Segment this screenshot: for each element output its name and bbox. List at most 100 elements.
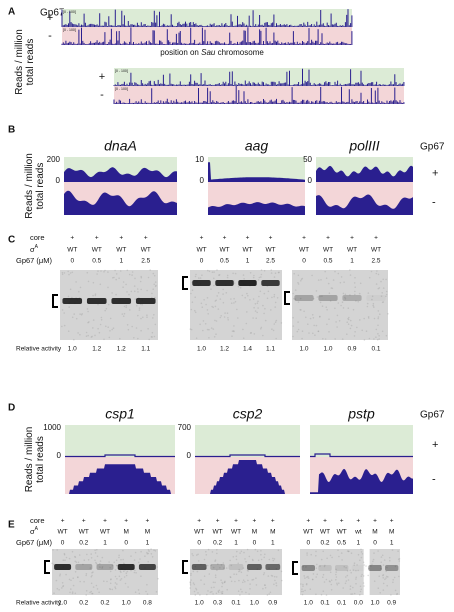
- lane-label: +: [146, 518, 150, 525]
- gel-noise: [154, 296, 156, 299]
- gel-noise: [338, 320, 341, 322]
- gel-noise: [273, 575, 276, 578]
- gel-noise: [241, 294, 244, 297]
- gel-noise: [92, 281, 95, 284]
- gel-noise: [208, 337, 210, 339]
- gel-noise: [271, 296, 273, 299]
- gel-noise: [312, 297, 315, 300]
- gel-band: [135, 298, 156, 304]
- gel-noise: [107, 271, 109, 273]
- gel-noise: [280, 322, 283, 324]
- lane-label: WT: [320, 529, 330, 536]
- activity-value: 1.0: [250, 600, 259, 607]
- gel-noise: [397, 558, 400, 561]
- gel-noise: [69, 288, 72, 291]
- gel-noise: [95, 563, 98, 565]
- gel-noise: [127, 586, 129, 588]
- gel-noise: [108, 561, 110, 563]
- gel-noise: [211, 551, 214, 553]
- lane-label: 1: [146, 540, 150, 547]
- gel-noise: [91, 574, 93, 577]
- gel-noise: [377, 324, 379, 327]
- row-label-part: A: [35, 526, 39, 532]
- gel-noise: [382, 301, 385, 303]
- gel-noise: [221, 581, 223, 584]
- gel-noise: [235, 573, 238, 576]
- gel-noise: [360, 588, 363, 591]
- gel-noise: [368, 337, 371, 340]
- gel-noise: [297, 274, 300, 277]
- gel-noise: [380, 561, 383, 563]
- gel-noise: [356, 564, 358, 566]
- gel-noise: [214, 305, 217, 308]
- gel-noise: [372, 558, 375, 561]
- gel-noise: [353, 564, 356, 566]
- gel-noise: [377, 310, 380, 312]
- gp67-label: Gp67: [40, 8, 65, 19]
- gel-noise: [108, 336, 111, 339]
- gel-noise: [139, 280, 142, 283]
- gel-noise: [77, 576, 79, 579]
- gel-noise: [97, 327, 99, 330]
- gel-noise: [153, 314, 155, 316]
- gel-noise: [200, 579, 202, 581]
- gene-name: csp2: [233, 406, 263, 422]
- gel-noise: [322, 576, 324, 578]
- gel-noise: [358, 292, 361, 295]
- gel-noise: [234, 300, 237, 303]
- gel-noise: [301, 588, 303, 590]
- gel-noise: [312, 578, 314, 581]
- gel-noise: [252, 276, 255, 279]
- gel-noise: [136, 304, 138, 307]
- gel-noise: [68, 273, 70, 276]
- gel-noise: [133, 285, 136, 287]
- gel-noise: [109, 570, 112, 573]
- gel-noise: [336, 326, 338, 328]
- gel-noise: [118, 556, 120, 559]
- activity-value: 0.9: [347, 346, 356, 353]
- coverage-area: [208, 162, 305, 182]
- gel-noise: [372, 560, 374, 563]
- gel-noise: [78, 554, 81, 556]
- gel-noise: [375, 283, 378, 285]
- gel-noise: [207, 313, 209, 315]
- coverage-line: [195, 454, 300, 458]
- gel-noise: [86, 553, 88, 556]
- gel-noise: [210, 288, 212, 290]
- gel-noise: [212, 581, 215, 584]
- gel-noise: [315, 290, 318, 292]
- gel-noise: [385, 278, 387, 281]
- gel-noise: [71, 316, 74, 319]
- gel-noise: [138, 309, 141, 311]
- gel-noise: [109, 330, 111, 332]
- gel-noise: [62, 585, 64, 588]
- gel-noise: [73, 313, 75, 315]
- gel-noise: [323, 565, 326, 568]
- gel-noise: [263, 292, 266, 295]
- gel-noise: [218, 589, 221, 592]
- gel-noise: [382, 577, 385, 579]
- gel-noise: [328, 292, 331, 295]
- gel-noise: [348, 550, 350, 553]
- gel-noise: [86, 308, 89, 310]
- gel-noise: [140, 550, 142, 553]
- gel-noise: [91, 592, 93, 595]
- gel-noise: [323, 581, 326, 583]
- y-tick-label: 0: [57, 451, 62, 460]
- gel-noise: [233, 325, 235, 327]
- lane-label: WT: [100, 529, 110, 536]
- gel-noise: [233, 573, 235, 575]
- gel-noise: [222, 301, 225, 304]
- gel-noise: [130, 555, 132, 557]
- gel-noise: [137, 589, 140, 591]
- gel-noise: [305, 316, 307, 319]
- gel-band: [318, 565, 332, 571]
- gel-noise: [302, 590, 305, 593]
- gel-noise: [103, 271, 105, 273]
- gel-noise: [335, 579, 337, 581]
- coverage-area: [64, 167, 177, 182]
- gel-noise: [240, 550, 243, 553]
- gel-noise: [197, 560, 200, 562]
- gel-noise: [345, 576, 347, 578]
- gel-noise: [83, 580, 85, 583]
